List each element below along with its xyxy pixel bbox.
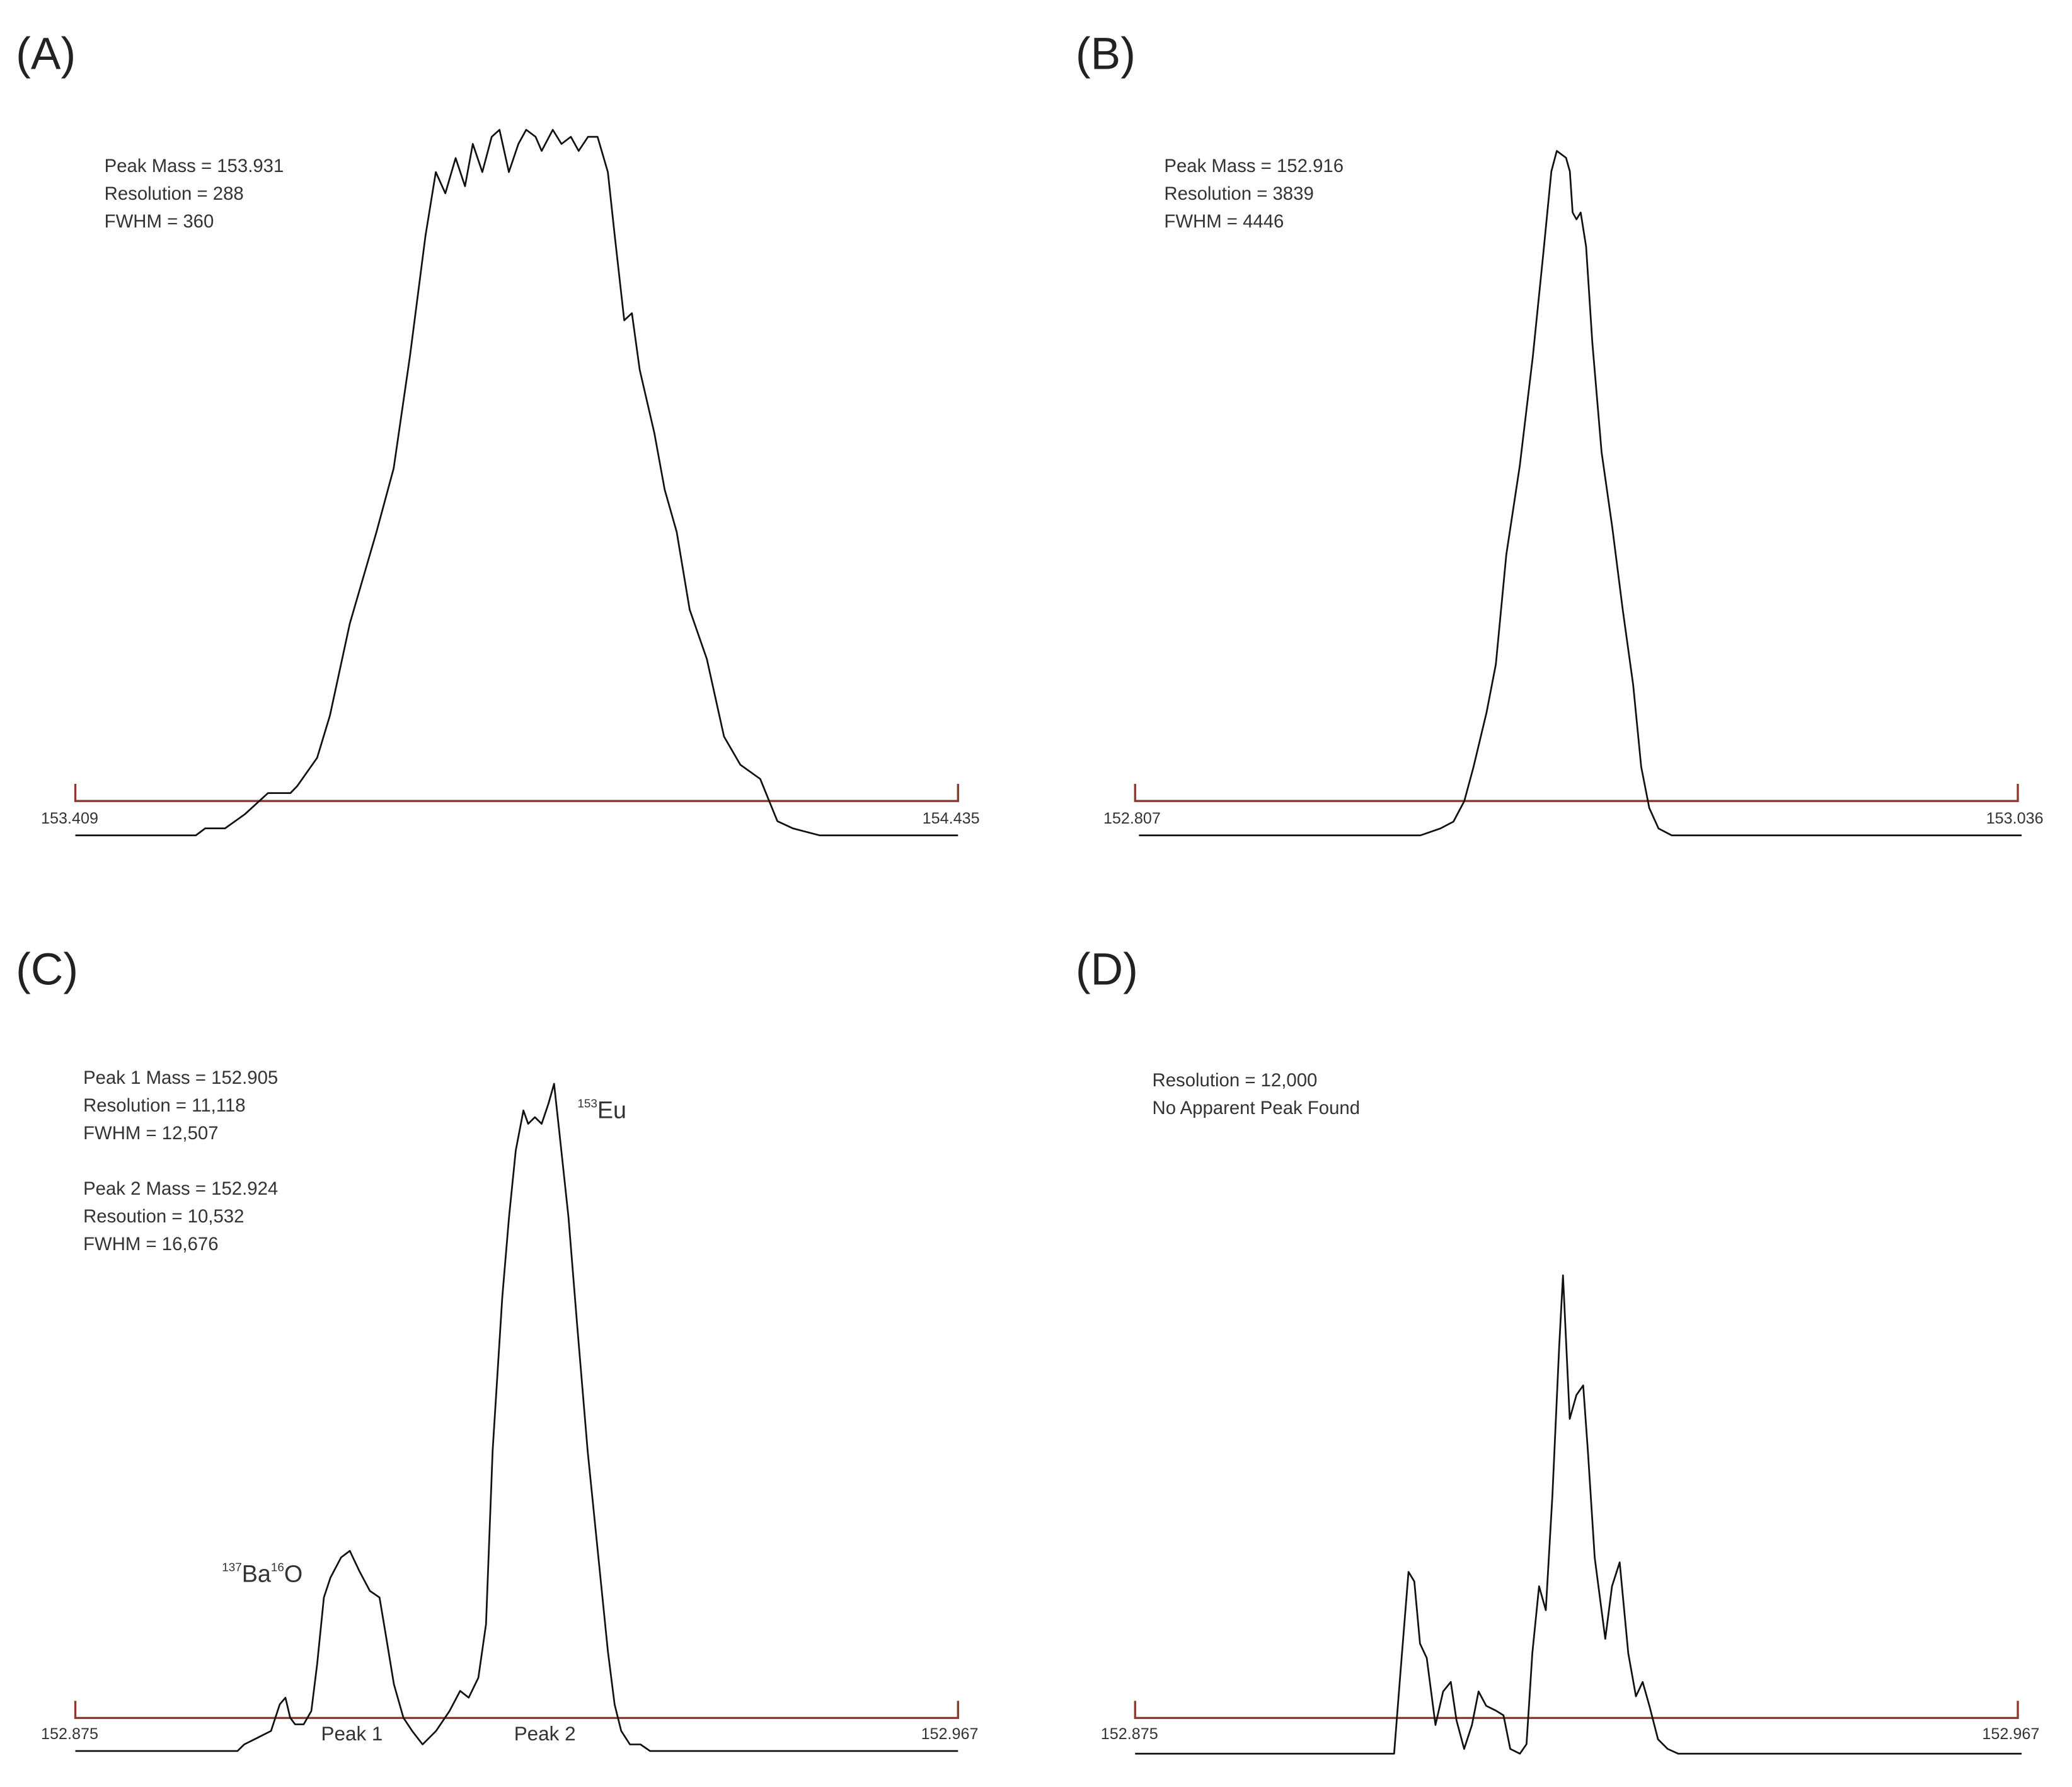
panel-b: (B) Peak Mass = 152.916 Resolution = 383… — [1076, 29, 2044, 837]
panel-c: (C) Peak 1 Mass = 152.905 Resolution = 1… — [16, 945, 979, 1752]
spectrum-line — [75, 129, 958, 837]
annotation-peak2-resolution: Resoution = 10,532 — [83, 1206, 244, 1227]
x-axis — [74, 1701, 959, 1720]
annotation-resolution: Resolution = 12,000 — [1153, 1070, 1318, 1091]
isotope-label-eu: 153Eu — [577, 1096, 626, 1123]
peak-label-2: Peak 2 — [514, 1723, 576, 1745]
x-axis — [74, 783, 959, 802]
spectrum-line — [1139, 150, 2022, 837]
isotope-label-bao: 137Ba16O — [222, 1561, 302, 1587]
spectrum-line — [1135, 1274, 2022, 1755]
tick-label-min: 152.807 — [1103, 810, 1161, 827]
panel-label: (A) — [16, 29, 76, 79]
annotation-peak1-mass: Peak 1 Mass = 152.905 — [83, 1067, 278, 1088]
x-axis — [1134, 783, 2019, 802]
panel-a: (A) Peak Mass = 153.931 Resolution = 288… — [16, 29, 980, 837]
annotation-no-peak: No Apparent Peak Found — [1153, 1098, 1361, 1118]
annotation-fwhm: FWHM = 4446 — [1164, 211, 1284, 232]
peak-label-1: Peak 1 — [321, 1723, 383, 1745]
tick-label-min: 152.875 — [1101, 1725, 1158, 1743]
panel-label: (B) — [1076, 29, 1136, 79]
tick-label-max: 153.036 — [1986, 810, 2044, 827]
spectrum-line — [75, 1083, 958, 1752]
annotation-peak1-resolution: Resolution = 11,118 — [83, 1095, 246, 1116]
tick-label-max: 154.435 — [923, 810, 980, 827]
tick-label-min: 152.875 — [41, 1725, 98, 1743]
annotation-peak-mass: Peak Mass = 152.916 — [1164, 156, 1344, 176]
annotation-peak-mass: Peak Mass = 153.931 — [105, 156, 284, 176]
tick-label-max: 152.967 — [921, 1725, 979, 1743]
annotation-resolution: Resolution = 288 — [105, 183, 244, 204]
tick-label-min: 153.409 — [41, 810, 98, 827]
annotation-peak2-mass: Peak 2 Mass = 152.924 — [83, 1178, 278, 1199]
annotation-fwhm: FWHM = 360 — [105, 211, 214, 232]
panel-d: (D) Resolution = 12,000 No Apparent Peak… — [1076, 945, 2039, 1755]
panel-label: (C) — [16, 945, 78, 995]
tick-label-max: 152.967 — [1982, 1725, 2039, 1743]
x-axis — [1134, 1701, 2019, 1720]
annotation-resolution: Resolution = 3839 — [1164, 183, 1313, 204]
panel-label: (D) — [1076, 945, 1138, 995]
annotation-peak2-fwhm: FWHM = 16,676 — [83, 1234, 218, 1255]
annotation-peak1-fwhm: FWHM = 12,507 — [83, 1123, 218, 1144]
